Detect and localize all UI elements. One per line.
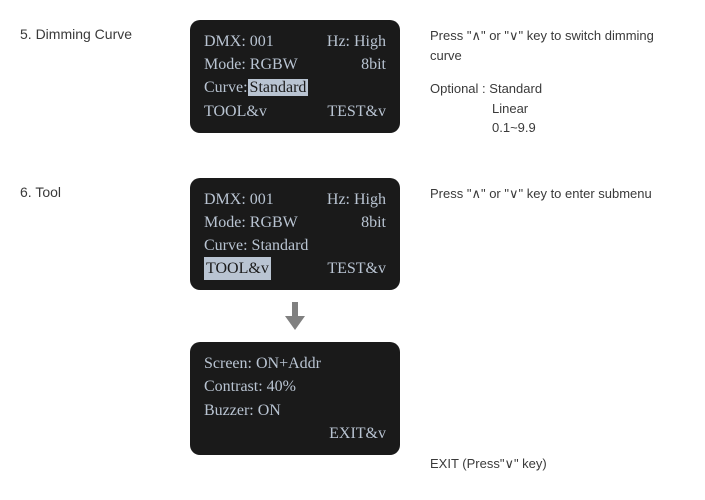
mode-value: Mode: RGBW [204, 211, 298, 234]
desc-line1: Press "∧" or "∨" key to switch dimming c… [430, 26, 685, 65]
exit-description: EXIT (Press"∨" key) [430, 454, 547, 474]
test-label: TEST&v [327, 100, 386, 123]
optional-2: Linear [492, 99, 685, 119]
section-tool: 6. Tool DMX: 001 Hz: High Mode: RGBW 8bi… [20, 178, 685, 474]
screen-value: Screen: ON+Addr [204, 352, 321, 375]
section-5-description: Press "∧" or "∨" key to switch dimming c… [410, 20, 685, 138]
test-label: TEST&v [327, 257, 386, 280]
dmx-value: DMX: 001 [204, 188, 274, 211]
section-dimming-curve: 5. Dimming Curve DMX: 001 Hz: High Mode:… [20, 20, 685, 138]
curve-value: Curve: Standard [204, 234, 308, 257]
optional-label: Optional : [430, 81, 486, 96]
section-6-description: Press "∧" or "∨" key to enter submenu EX… [410, 178, 685, 474]
lcd-panel-tool-main: DMX: 001 Hz: High Mode: RGBW 8bit Curve:… [190, 178, 400, 291]
section-5-label: 5. Dimming Curve [20, 20, 180, 42]
section-5-panel-col: DMX: 001 Hz: High Mode: RGBW 8bit Curve:… [180, 20, 410, 133]
hz-value: Hz: High [327, 188, 386, 211]
arrow-down-icon [285, 302, 305, 330]
lcd-panel-dimming-curve: DMX: 001 Hz: High Mode: RGBW 8bit Curve:… [190, 20, 400, 133]
lcd-panel-tool-submenu: Screen: ON+Addr Contrast: 40% Buzzer: ON… [190, 342, 400, 455]
dmx-value: DMX: 001 [204, 30, 274, 53]
tool-label: TOOL&v [204, 100, 267, 123]
desc-line1: Press "∧" or "∨" key to enter submenu [430, 184, 685, 204]
optional-3: 0.1~9.9 [492, 118, 685, 138]
tool-label-highlight: TOOL&v [204, 257, 271, 280]
mode-value: Mode: RGBW [204, 53, 298, 76]
hz-value: Hz: High [327, 30, 386, 53]
bits-value: 8bit [361, 211, 386, 234]
bits-value: 8bit [361, 53, 386, 76]
curve-value-highlight: Standard [248, 79, 309, 96]
buzzer-value: Buzzer: ON [204, 399, 281, 422]
section-6-label: 6. Tool [20, 178, 180, 200]
curve-row: Curve:Standard [204, 76, 308, 99]
curve-prefix: Curve: [204, 79, 248, 96]
contrast-value: Contrast: 40% [204, 375, 296, 398]
optional-1: Standard [489, 81, 542, 96]
exit-label: EXIT&v [329, 422, 386, 445]
section-6-panel-col: DMX: 001 Hz: High Mode: RGBW 8bit Curve:… [180, 178, 410, 456]
